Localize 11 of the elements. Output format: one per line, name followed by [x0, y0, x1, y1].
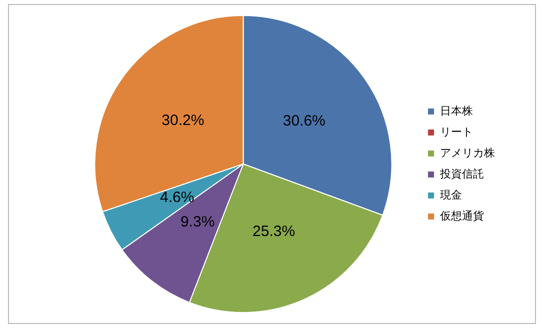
- legend-label: 投資信託: [439, 167, 484, 180]
- legend-label: 仮想通貨: [440, 209, 484, 222]
- data-label: 4.6%: [160, 188, 194, 206]
- data-label: 25.3%: [252, 222, 296, 240]
- data-label: 30.6%: [282, 112, 326, 130]
- data-label: 9.3%: [180, 214, 215, 231]
- legend-label: アメリカ株: [440, 146, 495, 160]
- legend-label: 日本株: [440, 104, 473, 118]
- data-label: 30.2%: [162, 112, 204, 129]
- legend-label: リート: [440, 125, 473, 138]
- legend-label: 現金: [440, 188, 462, 202]
